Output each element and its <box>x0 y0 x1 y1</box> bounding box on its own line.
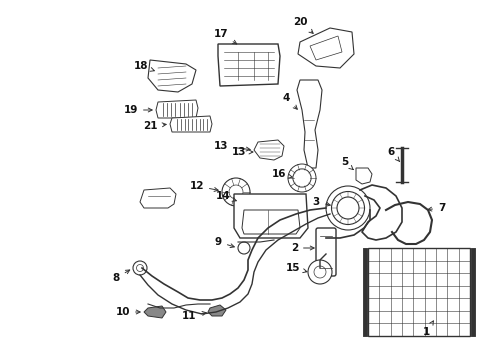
Text: 17: 17 <box>213 29 237 44</box>
Text: 1: 1 <box>423 321 434 337</box>
Circle shape <box>288 164 316 192</box>
Polygon shape <box>148 60 196 92</box>
Text: 14: 14 <box>216 191 236 201</box>
Text: 19: 19 <box>123 105 152 115</box>
Bar <box>368 248 470 336</box>
Circle shape <box>137 265 144 271</box>
Polygon shape <box>254 140 284 160</box>
Text: 21: 21 <box>144 121 166 131</box>
Text: 7: 7 <box>428 203 445 213</box>
Polygon shape <box>234 194 308 238</box>
Polygon shape <box>298 28 354 68</box>
Text: 5: 5 <box>341 157 353 170</box>
Polygon shape <box>242 210 300 234</box>
Circle shape <box>133 261 147 275</box>
Text: 12: 12 <box>190 181 218 192</box>
Text: 9: 9 <box>215 237 234 248</box>
Polygon shape <box>144 306 166 318</box>
Circle shape <box>293 169 311 187</box>
Polygon shape <box>170 116 212 132</box>
Text: 2: 2 <box>291 243 314 253</box>
Polygon shape <box>356 168 372 184</box>
Text: 8: 8 <box>113 270 130 283</box>
FancyBboxPatch shape <box>316 228 336 276</box>
Text: 13: 13 <box>231 147 253 157</box>
Text: 6: 6 <box>388 147 400 162</box>
Polygon shape <box>218 44 280 86</box>
Circle shape <box>229 185 243 199</box>
Text: 13: 13 <box>214 141 250 151</box>
Polygon shape <box>208 305 226 316</box>
Circle shape <box>326 186 370 230</box>
Circle shape <box>332 192 365 225</box>
Polygon shape <box>140 188 176 208</box>
Text: 20: 20 <box>294 17 313 33</box>
Polygon shape <box>156 100 198 118</box>
Circle shape <box>238 242 250 254</box>
Circle shape <box>308 260 332 284</box>
Text: 15: 15 <box>286 263 307 273</box>
Polygon shape <box>310 36 342 60</box>
Text: 4: 4 <box>283 93 297 109</box>
Polygon shape <box>297 80 322 168</box>
Text: 18: 18 <box>133 61 154 71</box>
Circle shape <box>314 266 326 278</box>
Text: 3: 3 <box>313 197 330 207</box>
Text: 10: 10 <box>116 307 140 317</box>
Circle shape <box>222 178 250 206</box>
Text: 11: 11 <box>181 311 206 321</box>
Circle shape <box>337 197 359 219</box>
Text: 16: 16 <box>271 169 292 179</box>
